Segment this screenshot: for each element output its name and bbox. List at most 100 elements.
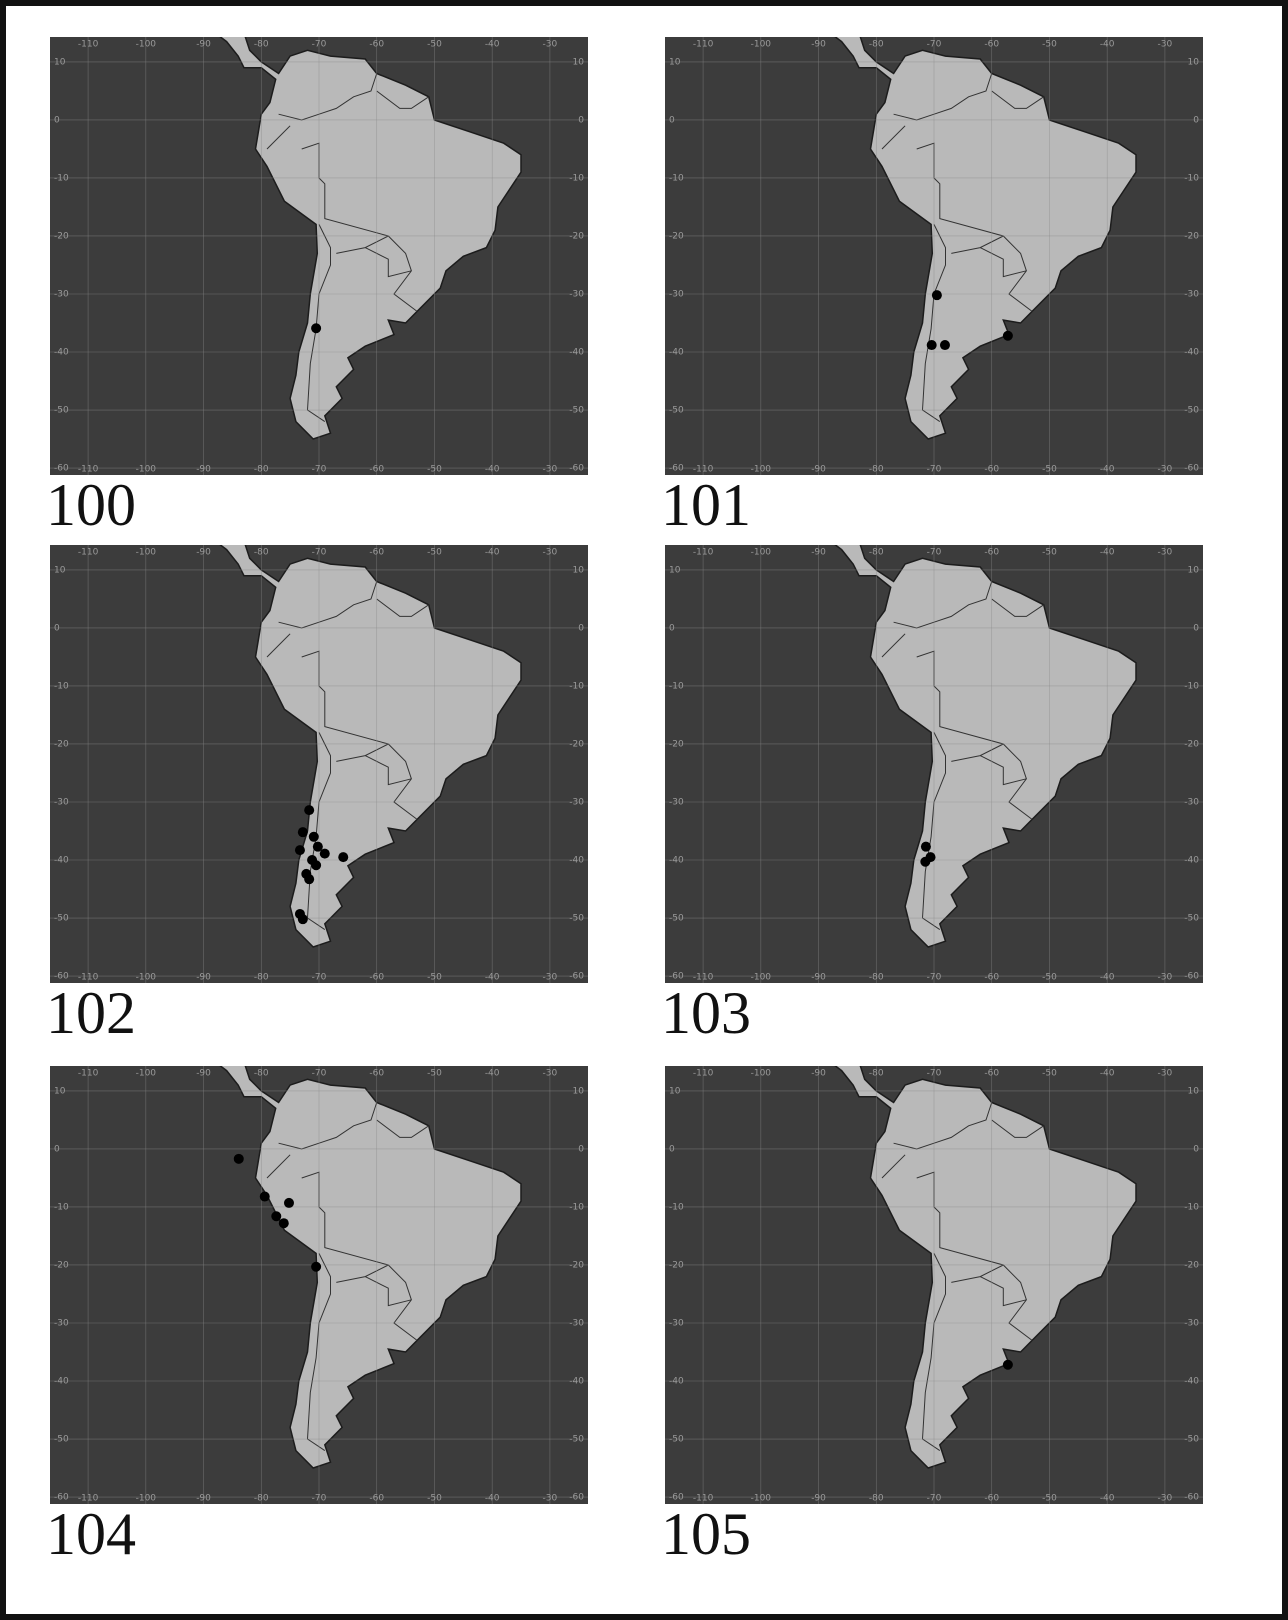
panel-label: 102 bbox=[46, 980, 136, 1046]
y-tick-label: -30 bbox=[1184, 289, 1199, 299]
y-tick-label: 0 bbox=[54, 623, 60, 633]
x-tick-label: -40 bbox=[1100, 1069, 1115, 1079]
x-tick-label: -90 bbox=[196, 973, 211, 983]
x-tick-label: -50 bbox=[427, 973, 442, 983]
x-tick-label: -70 bbox=[312, 1069, 327, 1079]
occurrence-point bbox=[234, 1154, 244, 1164]
x-tick-label: -90 bbox=[811, 1494, 826, 1504]
y-tick-label: 0 bbox=[1193, 623, 1199, 633]
y-tick-label: 10 bbox=[573, 565, 585, 575]
y-tick-label: 10 bbox=[1188, 565, 1200, 575]
occurrence-point bbox=[311, 860, 321, 870]
x-tick-label: -40 bbox=[1100, 1494, 1115, 1504]
y-tick-label: -20 bbox=[54, 231, 69, 241]
x-tick-label: -50 bbox=[1042, 40, 1057, 50]
x-tick-label: -50 bbox=[427, 465, 442, 475]
x-tick-label: -70 bbox=[927, 465, 942, 475]
x-tick-label: -60 bbox=[984, 973, 999, 983]
y-tick-label: 10 bbox=[54, 57, 66, 67]
y-tick-label: -10 bbox=[54, 173, 69, 183]
x-tick-label: -80 bbox=[254, 1494, 269, 1504]
x-tick-label: -60 bbox=[984, 40, 999, 50]
x-tick-label: -70 bbox=[927, 1069, 942, 1079]
y-tick-label: 10 bbox=[573, 57, 585, 67]
y-tick-label: 0 bbox=[54, 115, 60, 125]
y-tick-label: -60 bbox=[1184, 1493, 1199, 1503]
y-tick-label: -40 bbox=[569, 1377, 584, 1387]
x-tick-label: -110 bbox=[78, 1069, 99, 1079]
x-tick-label: -90 bbox=[196, 1494, 211, 1504]
y-tick-label: -50 bbox=[669, 1435, 684, 1445]
x-tick-label: -90 bbox=[811, 548, 826, 558]
y-tick-label: -50 bbox=[569, 914, 584, 924]
x-tick-label: -100 bbox=[136, 465, 157, 475]
x-tick-label: -50 bbox=[427, 1494, 442, 1504]
x-tick-label: -80 bbox=[254, 40, 269, 50]
x-tick-label: -80 bbox=[869, 973, 884, 983]
y-tick-label: -10 bbox=[1184, 1202, 1199, 1212]
x-tick-label: -30 bbox=[543, 973, 558, 983]
y-tick-label: -50 bbox=[569, 1435, 584, 1445]
x-tick-label: -80 bbox=[869, 40, 884, 50]
x-tick-label: -100 bbox=[136, 40, 157, 50]
map-panel: -110-110-100-100-90-90-80-80-70-70-60-60… bbox=[661, 512, 1203, 1046]
y-tick-label: -30 bbox=[569, 797, 584, 807]
x-tick-label: -40 bbox=[485, 465, 500, 475]
occurrence-point bbox=[271, 1211, 281, 1221]
y-tick-label: 0 bbox=[54, 1144, 60, 1154]
x-tick-label: -30 bbox=[1158, 465, 1173, 475]
map-panel: -110-110-100-100-90-90-80-80-70-70-60-60… bbox=[661, 4, 1203, 538]
y-tick-label: -60 bbox=[569, 972, 584, 982]
x-tick-label: -70 bbox=[927, 548, 942, 558]
y-tick-label: -40 bbox=[669, 856, 684, 866]
y-tick-label: -50 bbox=[1184, 1435, 1199, 1445]
x-tick-label: -50 bbox=[427, 548, 442, 558]
x-tick-label: -90 bbox=[196, 548, 211, 558]
x-tick-label: -70 bbox=[927, 973, 942, 983]
x-tick-label: -50 bbox=[1042, 465, 1057, 475]
x-tick-label: -100 bbox=[751, 465, 772, 475]
y-tick-label: -10 bbox=[569, 173, 584, 183]
x-tick-label: -90 bbox=[811, 973, 826, 983]
x-tick-label: -60 bbox=[984, 1069, 999, 1079]
x-tick-label: -50 bbox=[1042, 1069, 1057, 1079]
x-tick-label: -100 bbox=[136, 1494, 157, 1504]
x-tick-label: -60 bbox=[369, 1069, 384, 1079]
occurrence-point bbox=[311, 323, 321, 333]
x-tick-label: -70 bbox=[312, 40, 327, 50]
x-tick-label: -30 bbox=[1158, 40, 1173, 50]
y-tick-label: -60 bbox=[1184, 972, 1199, 982]
x-tick-label: -110 bbox=[693, 1069, 714, 1079]
x-tick-label: -50 bbox=[1042, 1494, 1057, 1504]
occurrence-point bbox=[920, 857, 930, 867]
x-tick-label: -40 bbox=[485, 40, 500, 50]
y-tick-label: -20 bbox=[54, 1260, 69, 1270]
y-tick-label: -10 bbox=[54, 1202, 69, 1212]
y-tick-label: -10 bbox=[54, 681, 69, 691]
y-tick-label: -40 bbox=[669, 348, 684, 358]
occurrence-point bbox=[921, 842, 931, 852]
occurrence-point bbox=[1003, 1360, 1013, 1370]
x-tick-label: -40 bbox=[485, 548, 500, 558]
y-tick-label: -60 bbox=[1184, 464, 1199, 474]
occurrence-point bbox=[932, 290, 942, 300]
y-tick-label: -30 bbox=[1184, 1318, 1199, 1328]
occurrence-point bbox=[304, 805, 314, 815]
y-tick-label: -20 bbox=[1184, 1260, 1199, 1270]
x-tick-label: -80 bbox=[869, 465, 884, 475]
y-tick-label: -30 bbox=[54, 289, 69, 299]
occurrence-point bbox=[279, 1218, 289, 1228]
y-tick-label: 0 bbox=[669, 1144, 675, 1154]
y-tick-label: -40 bbox=[569, 856, 584, 866]
x-tick-label: -70 bbox=[312, 465, 327, 475]
x-tick-label: -110 bbox=[693, 40, 714, 50]
y-tick-label: 0 bbox=[669, 623, 675, 633]
y-tick-label: -20 bbox=[54, 739, 69, 749]
x-tick-label: -70 bbox=[312, 1494, 327, 1504]
panel-label: 104 bbox=[46, 1501, 136, 1567]
y-tick-label: 10 bbox=[669, 57, 681, 67]
occurrence-point bbox=[260, 1192, 270, 1202]
x-tick-label: -50 bbox=[1042, 548, 1057, 558]
y-tick-label: -60 bbox=[569, 1493, 584, 1503]
y-tick-label: -30 bbox=[569, 289, 584, 299]
